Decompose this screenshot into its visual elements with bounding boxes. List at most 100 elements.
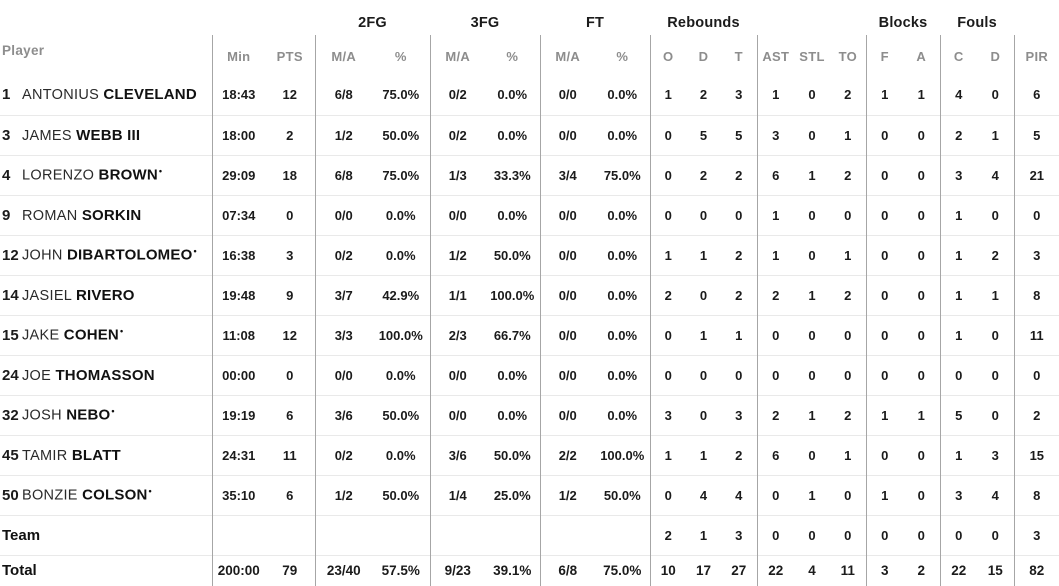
cell-fg3-pct: 25.0%: [485, 475, 541, 515]
cell-reb-d: 1: [699, 327, 708, 343]
cell-reb-d: 2: [699, 167, 708, 183]
cell-fg2-ma: 0/2: [334, 447, 353, 463]
cell-fg2-pct: 50.0%: [372, 115, 431, 155]
player-number: 4: [2, 166, 11, 184]
cell-fg3-ma: 1/3: [448, 167, 467, 183]
player-first-name: TAMIR: [22, 447, 72, 464]
cell-ast: 2: [772, 287, 780, 303]
cell-blk-f: 0: [881, 247, 889, 263]
cell-blk-a: 0: [903, 275, 941, 315]
player-number: 3: [2, 126, 11, 144]
column-header-to: TO: [830, 35, 867, 75]
cell-pir: 8: [1033, 287, 1041, 303]
cell-pts: 2: [265, 115, 316, 155]
cell-ast: 3: [772, 127, 780, 143]
cell-to: 1: [830, 235, 867, 275]
cell-ft-ma: [540, 515, 595, 555]
cell-ft-ma: 0/0: [558, 327, 577, 343]
cell-fg2-pct: [372, 515, 431, 555]
cell-pts: 9: [265, 275, 316, 315]
cell-foul-c: 0: [955, 367, 963, 383]
group-spacer: [212, 0, 315, 35]
cell-blk-a: 0: [903, 315, 941, 355]
cell-blk-f: 0: [881, 527, 889, 543]
cell-ft-pct: 75.0%: [595, 555, 651, 586]
cell-reb-o: 0: [664, 167, 672, 183]
player-last-name: COHEN: [63, 326, 119, 344]
cell-foul-d: 1: [977, 275, 1015, 315]
cell-reb-o: 1: [664, 247, 672, 263]
cell-fg2-ma: 0/0: [334, 207, 353, 223]
cell-ft-ma: 1/2: [558, 487, 577, 503]
player-first-name: BONZIE: [22, 487, 83, 504]
column-header-reb-d: D: [698, 49, 709, 64]
cell-min: 200:00: [217, 563, 260, 579]
cell-foul-c: 4: [955, 87, 963, 103]
cell-reb-o: 0: [664, 367, 672, 383]
cell-reb-o: 10: [660, 563, 676, 579]
cell-ft-pct: 0.0%: [595, 235, 651, 275]
player-number: 12: [2, 246, 19, 264]
starter-mark: •: [119, 326, 124, 337]
cell-foul-d: 2: [977, 235, 1015, 275]
cell-ft-ma: 3/4: [558, 167, 577, 183]
cell-foul-c: 3: [955, 167, 963, 183]
cell-pir: 6: [1033, 87, 1041, 103]
cell-fg2-pct: 75.0%: [372, 75, 431, 115]
cell-fg2-pct: 57.5%: [372, 555, 431, 586]
cell-blk-f: 0: [881, 207, 889, 223]
cell-stl: 0: [808, 127, 816, 143]
cell-fg3-pct: 0.0%: [485, 195, 541, 235]
cell-to: 0: [830, 315, 867, 355]
player-name-cell: 45 TAMIR BLATT: [0, 435, 213, 475]
cell-min: 16:38: [222, 247, 256, 263]
cell-reb-o: 2: [664, 287, 672, 303]
cell-ft-ma: 0/0: [558, 87, 577, 103]
cell-ast: 0: [772, 527, 780, 543]
cell-fg3-ma: 0/0: [448, 407, 467, 423]
player-number: 50: [2, 486, 19, 504]
player-last-name: SORKIN: [81, 206, 142, 224]
player-row: 1 ANTONIUS CLEVELAND 18:43 12 6/8 75.0% 0/2 0.0…: [0, 75, 1059, 115]
cell-blk-a: 0: [903, 515, 941, 555]
player-row: 50 BONZIE COLSON• 35:10 6 1/2 50.0% 1/4 25.0% 1/…: [0, 475, 1059, 515]
player-number: 24: [2, 366, 19, 384]
cell-reb-t: 2: [721, 435, 758, 475]
cell-fg2-ma: 23/40: [326, 563, 361, 579]
cell-fg3-ma: 0/2: [448, 87, 467, 103]
player-first-name: JOHN: [22, 247, 67, 264]
column-header-min: Min: [227, 49, 251, 64]
cell-ft-ma: 0/0: [558, 367, 577, 383]
cell-fg2-pct: 0.0%: [372, 195, 431, 235]
cell-fg2-ma: 6/8: [334, 167, 353, 183]
cell-reb-t: 27: [721, 555, 758, 586]
cell-blk-f: 0: [881, 287, 889, 303]
stats-table-body: 1 ANTONIUS CLEVELAND 18:43 12 6/8 75.0% 0/2 0.0…: [0, 75, 1059, 586]
cell-ft-pct: 50.0%: [595, 475, 651, 515]
cell-to: 1: [830, 435, 867, 475]
player-number: 15: [2, 326, 19, 344]
cell-reb-d: 5: [699, 127, 708, 143]
cell-fg3-ma: 1/4: [448, 487, 467, 503]
cell-blk-f: 0: [881, 167, 889, 183]
cell-fg3-pct: 0.0%: [485, 75, 541, 115]
player-row: 12 JOHN DIBARTOLOMEO• 16:38 3 0/2 0.0% 1/2 50.0…: [0, 235, 1059, 275]
cell-reb-t: 0: [721, 355, 758, 395]
cell-stl: 0: [808, 367, 816, 383]
column-header-stl: STL: [799, 49, 825, 64]
cell-reb-t: 4: [721, 475, 758, 515]
cell-fg3-pct: 0.0%: [485, 395, 541, 435]
cell-fg3-pct: 0.0%: [485, 115, 541, 155]
player-last-name: WEBB III: [76, 126, 141, 144]
cell-fg2-pct: 0.0%: [372, 435, 431, 475]
cell-min: 18:00: [222, 127, 256, 143]
sub-header-row: Player Min PTS M/A % M/A % M/A % O D T A…: [0, 35, 1059, 75]
player-number: 45: [2, 446, 19, 464]
cell-fg3-ma: 2/3: [448, 327, 467, 343]
cell-min: 35:10: [222, 487, 256, 503]
cell-fg3-ma: 3/6: [448, 447, 467, 463]
cell-ft-pct: 0.0%: [595, 275, 651, 315]
cell-reb-o: 1: [664, 447, 672, 463]
player-name-cell: 3 JAMES WEBB III: [0, 115, 213, 155]
